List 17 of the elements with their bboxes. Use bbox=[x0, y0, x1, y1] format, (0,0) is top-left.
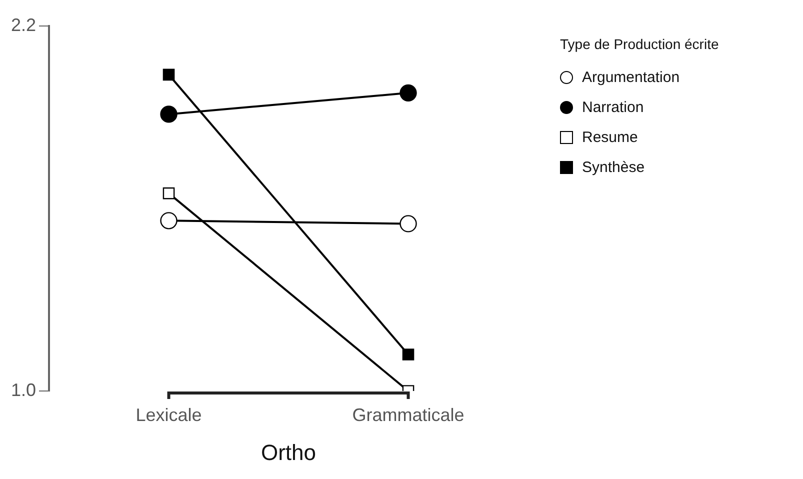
legend-label: Synthèse bbox=[582, 158, 645, 176]
point bbox=[400, 84, 417, 102]
point bbox=[160, 106, 178, 123]
x-tick-label: Lexicale bbox=[136, 404, 202, 425]
legend-title: Type de Production écrite bbox=[560, 36, 719, 52]
point bbox=[162, 68, 175, 81]
point bbox=[162, 187, 175, 200]
legend-label: Resume bbox=[582, 128, 638, 146]
point bbox=[400, 215, 417, 232]
y-tick-label: 1.0 bbox=[10, 380, 36, 400]
x-axis-title: Ortho bbox=[260, 440, 316, 465]
x-tick-label: Grammaticale bbox=[352, 404, 464, 425]
point bbox=[160, 212, 178, 230]
legend-label: Argumentation bbox=[582, 68, 680, 86]
point bbox=[402, 348, 414, 360]
legend-label: Narration bbox=[582, 98, 644, 116]
y-tick-label: 2.2 bbox=[10, 14, 36, 35]
